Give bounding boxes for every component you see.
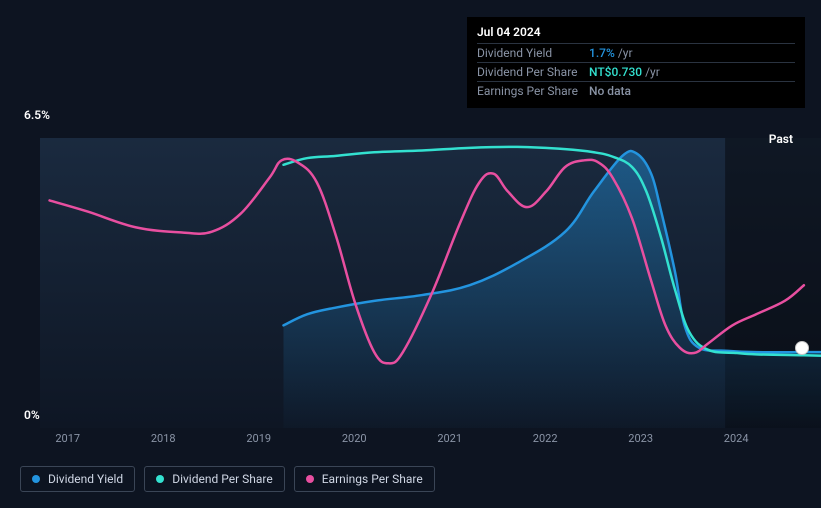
legend: Dividend Yield Dividend Per Share Earnings… — [20, 466, 435, 492]
y-axis-bottom-label: 0% — [24, 408, 40, 422]
x-tick: 2019 — [246, 432, 271, 445]
x-tick: 2022 — [533, 432, 558, 445]
tooltip-row-value: 1.7% — [589, 46, 615, 60]
tooltip: Jul 04 2024 Dividend Yield1.7%/yrDividen… — [467, 17, 805, 108]
tooltip-row-label: Dividend Yield — [477, 46, 589, 60]
legend-item[interactable]: Dividend Per Share — [144, 466, 285, 492]
legend-dot-icon — [32, 475, 40, 483]
tooltip-row-suffix: /yr — [618, 46, 633, 60]
tooltip-row-value: No data — [589, 84, 631, 98]
tooltip-row: Dividend Per ShareNT$0.730/yr — [477, 62, 795, 81]
x-tick: 2020 — [342, 432, 367, 445]
legend-dot-icon — [306, 475, 314, 483]
legend-label: Dividend Yield — [48, 472, 123, 486]
tooltip-rows: Dividend Yield1.7%/yrDividend Per ShareN… — [477, 43, 795, 100]
x-tick: 2021 — [437, 432, 462, 445]
x-tick: 2024 — [724, 432, 749, 445]
x-tick: 2017 — [55, 432, 80, 445]
legend-item[interactable]: Dividend Yield — [20, 466, 135, 492]
timeline-handle[interactable] — [795, 341, 809, 355]
legend-label: Dividend Per Share — [172, 472, 273, 486]
tooltip-row-label: Dividend Per Share — [477, 65, 589, 79]
tooltip-row-suffix: /yr — [645, 65, 660, 79]
tooltip-row-value: NT$0.730 — [589, 65, 642, 79]
x-tick: 2023 — [628, 432, 653, 445]
legend-item[interactable]: Earnings Per Share — [294, 466, 435, 492]
x-tick: 2018 — [151, 432, 176, 445]
y-axis-top-label: 6.5% — [24, 108, 50, 122]
tooltip-row-label: Earnings Per Share — [477, 84, 589, 98]
tooltip-row: Earnings Per ShareNo data — [477, 81, 795, 100]
tooltip-row: Dividend Yield1.7%/yr — [477, 43, 795, 62]
past-region-label: Past — [769, 132, 793, 146]
legend-dot-icon — [156, 475, 164, 483]
legend-label: Earnings Per Share — [322, 472, 423, 486]
tooltip-date: Jul 04 2024 — [477, 25, 795, 39]
